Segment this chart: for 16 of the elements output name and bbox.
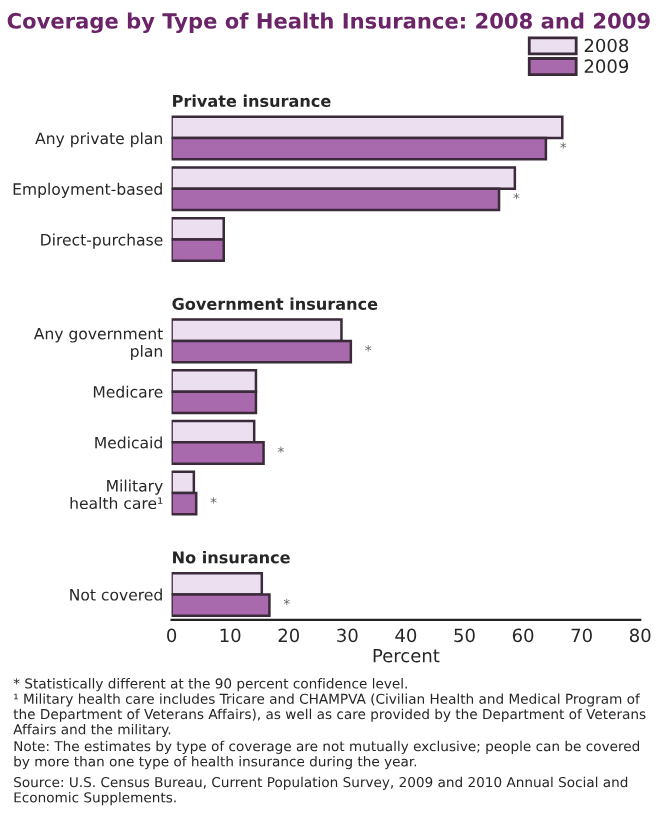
legend-label: 2009 <box>584 59 629 74</box>
x-tick-label: 60 <box>512 628 534 643</box>
x-tick-label: 10 <box>220 628 241 643</box>
text: Private insurance <box>173 94 331 108</box>
x-tick-label: 40 <box>395 628 417 643</box>
x-tick-label: 20 <box>278 628 300 643</box>
chart-title: Coverage by Type of Health Insurance: 2008 and 2009 <box>7 12 650 34</box>
legend-label: 2008 <box>584 38 629 53</box>
x-tick-label: 80 <box>629 628 651 643</box>
annotation: Government insurance <box>172 297 378 310</box>
x-tick-label: 70 <box>571 628 592 643</box>
x-tick-label: 0 <box>167 628 177 643</box>
x-tick-label: 50 <box>454 628 475 643</box>
x-axis-title: Percent <box>373 648 440 663</box>
x-tick-label: 30 <box>337 628 358 643</box>
annotation: No insurance <box>173 551 290 564</box>
